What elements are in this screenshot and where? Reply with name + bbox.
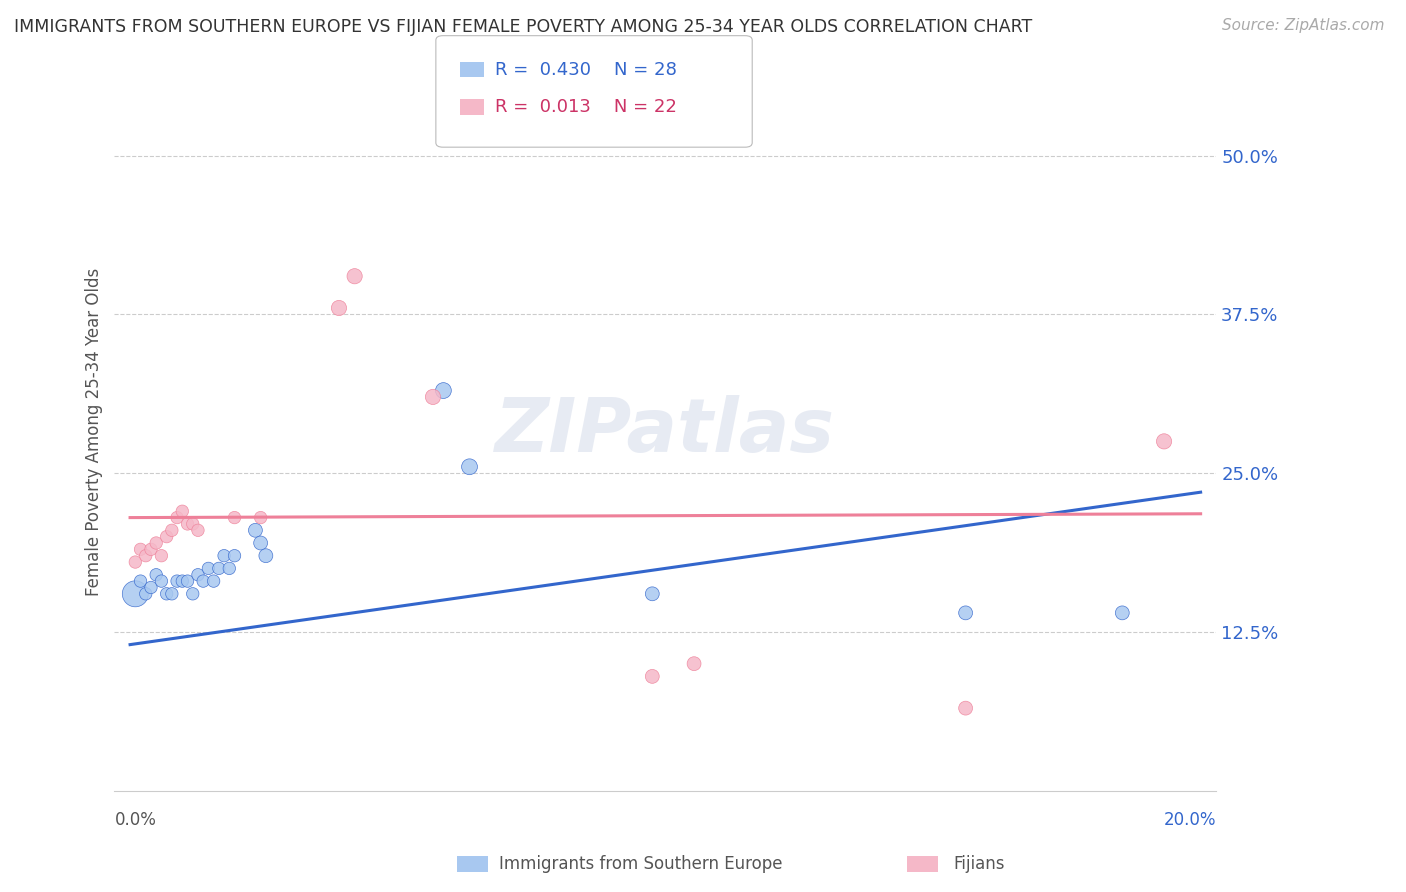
Point	[218, 561, 240, 575]
Point	[124, 555, 146, 569]
Point	[166, 574, 188, 588]
Text: Fijians: Fijians	[953, 855, 1005, 873]
Text: ZIPatlas: ZIPatlas	[495, 395, 835, 468]
Point	[422, 390, 444, 404]
Point	[166, 510, 188, 524]
Point	[145, 567, 167, 582]
Point	[135, 587, 157, 601]
Point	[129, 574, 152, 588]
Text: IMMIGRANTS FROM SOUTHERN EUROPE VS FIJIAN FEMALE POVERTY AMONG 25-34 YEAR OLDS C: IMMIGRANTS FROM SOUTHERN EUROPE VS FIJIA…	[14, 18, 1032, 36]
Point	[160, 523, 183, 537]
Point	[139, 542, 162, 557]
Point	[249, 510, 271, 524]
Point	[1111, 606, 1133, 620]
Point	[224, 510, 246, 524]
Point	[150, 574, 173, 588]
Point	[181, 587, 204, 601]
Text: R =  0.430    N = 28: R = 0.430 N = 28	[495, 61, 676, 78]
Point	[139, 581, 162, 595]
Text: 20.0%: 20.0%	[1164, 811, 1216, 829]
Point	[641, 587, 664, 601]
Text: 0.0%: 0.0%	[114, 811, 156, 829]
Point	[328, 301, 350, 315]
Point	[955, 701, 977, 715]
Point	[156, 530, 179, 544]
Point	[193, 574, 215, 588]
Point	[150, 549, 173, 563]
Point	[197, 561, 219, 575]
Text: Source: ZipAtlas.com: Source: ZipAtlas.com	[1222, 18, 1385, 33]
Point	[129, 542, 152, 557]
Point	[187, 523, 209, 537]
Point	[156, 587, 179, 601]
Point	[172, 574, 194, 588]
Point	[224, 549, 246, 563]
Point	[1153, 434, 1175, 449]
Point	[432, 384, 454, 398]
Text: R =  0.013    N = 22: R = 0.013 N = 22	[495, 98, 676, 116]
Point	[458, 459, 481, 474]
Point	[208, 561, 231, 575]
Point	[955, 606, 977, 620]
Point	[176, 516, 198, 531]
Text: Immigrants from Southern Europe: Immigrants from Southern Europe	[499, 855, 783, 873]
Point	[254, 549, 277, 563]
Point	[145, 536, 167, 550]
Point	[202, 574, 225, 588]
Point	[187, 567, 209, 582]
Point	[249, 536, 271, 550]
Point	[160, 587, 183, 601]
Point	[343, 269, 366, 284]
Point	[683, 657, 706, 671]
Point	[135, 549, 157, 563]
Point	[245, 523, 267, 537]
Point	[124, 587, 146, 601]
Point	[641, 669, 664, 683]
Point	[212, 549, 235, 563]
Point	[172, 504, 194, 518]
Y-axis label: Female Poverty Among 25-34 Year Olds: Female Poverty Among 25-34 Year Olds	[86, 268, 103, 596]
Point	[176, 574, 198, 588]
Point	[181, 516, 204, 531]
